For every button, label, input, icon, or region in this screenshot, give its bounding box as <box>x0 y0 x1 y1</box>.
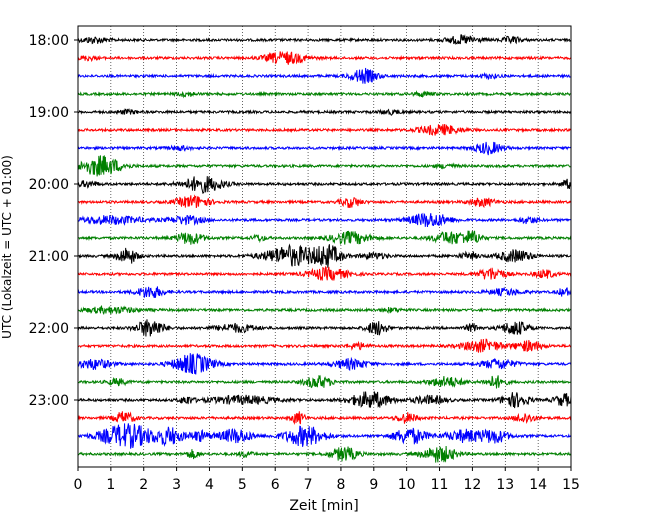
x-tick-label: 2 <box>139 477 148 493</box>
plot-frame <box>77 25 572 468</box>
plot-background <box>78 26 571 467</box>
trace-19:45 <box>77 155 572 177</box>
trace-18:30 <box>77 67 572 84</box>
y-tick-label: 23:00 <box>29 393 69 409</box>
y-tick-label: 20:00 <box>29 177 69 193</box>
trace-22:00 <box>77 319 572 337</box>
trace-21:15 <box>77 265 572 281</box>
y-tick-label: 21:00 <box>29 249 69 265</box>
x-tick-label: 7 <box>304 477 313 493</box>
x-tick-label: 9 <box>369 477 378 493</box>
trace-20:15 <box>77 194 572 209</box>
trace-20:45 <box>77 230 572 246</box>
x-tick-label: 14 <box>529 477 547 493</box>
y-axis-ticks: 18:00 19:00 20:00 21:00 22:00 23:00 <box>29 33 78 409</box>
x-tick-label: 8 <box>336 477 345 493</box>
y-tick-label: 22:00 <box>29 321 69 337</box>
trace-21:45 <box>77 304 572 315</box>
x-tick-label: 11 <box>431 477 449 493</box>
x-tick-label: 1 <box>106 477 115 493</box>
trace-23:30 <box>77 423 572 449</box>
trace-23:00 <box>77 390 572 409</box>
trace-19:15 <box>77 123 572 136</box>
x-tick-label: 5 <box>238 477 247 493</box>
trace-22:45 <box>77 374 572 389</box>
y-tick-label: 18:00 <box>29 33 69 49</box>
trace-21:30 <box>77 286 572 298</box>
x-tick-label: 4 <box>205 477 214 493</box>
trace-18:15 <box>77 50 572 65</box>
x-tick-label: 0 <box>74 477 83 493</box>
trace-19:30 <box>77 141 572 156</box>
trace-22:30 <box>77 353 572 375</box>
trace-23:45 <box>77 446 572 463</box>
trace-18:45 <box>77 90 572 99</box>
trace-21:00 <box>77 243 572 268</box>
trace-18:00 <box>77 34 572 45</box>
x-tick-label: 10 <box>398 477 416 493</box>
x-axis-label: Zeit [min] <box>289 498 358 514</box>
x-tick-label: 12 <box>463 477 481 493</box>
y-tick-label: 19:00 <box>29 105 69 121</box>
x-tick-label: 3 <box>172 477 181 493</box>
seismogram-traces <box>77 34 572 463</box>
x-tick-label: 6 <box>271 477 280 493</box>
trace-20:30 <box>77 212 572 228</box>
x-tick-label: 13 <box>496 477 514 493</box>
trace-22:15 <box>77 338 572 353</box>
trace-23:15 <box>77 411 572 426</box>
trace-20:00 <box>77 176 572 194</box>
x-tick-label: 15 <box>562 477 580 493</box>
trace-19:00 <box>77 108 572 116</box>
x-axis-ticks: 0 1 2 3 4 5 6 7 8 9 10 11 12 13 14 15 <box>74 467 580 493</box>
y-axis-label: UTC (Lokalzeit = UTC + 01:00) <box>0 155 14 339</box>
